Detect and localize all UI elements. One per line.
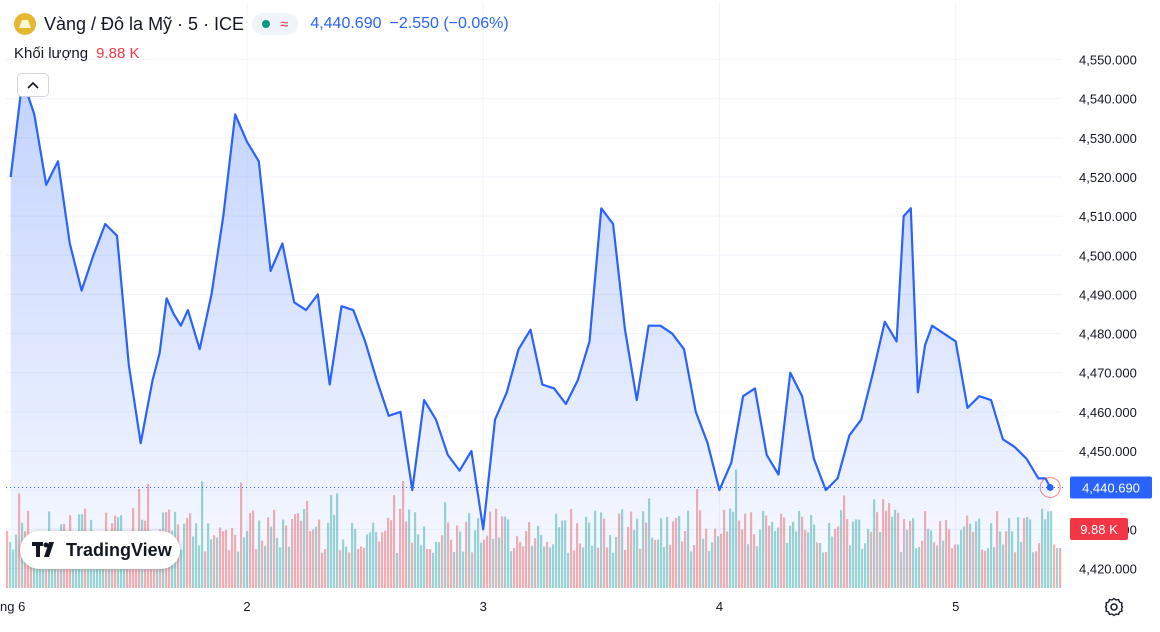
tradingview-logo-text: TradingView [66, 539, 172, 560]
y-tick-label: 4,470.000 [1079, 366, 1137, 381]
y-tick-label: 4,490.000 [1079, 287, 1137, 302]
y-tick-label: 4,550.000 [1079, 53, 1137, 68]
last-price-tag-label: 4,440.690 [1082, 480, 1140, 495]
volume-bar [1056, 548, 1059, 588]
volume-bar [9, 542, 12, 588]
last-price: 4,440.690 [310, 15, 382, 32]
volume-tag [1070, 518, 1128, 540]
y-tick-label: 4,480.000 [1079, 327, 1137, 342]
last-price-tag [1070, 476, 1152, 499]
volume-bar [1050, 510, 1053, 588]
x-tick-label: 5 [952, 599, 959, 614]
volume-value: 9.88 K [96, 45, 140, 62]
volume-tag-label: 9.88 K [1080, 522, 1118, 537]
y-tick-label: 4,540.000 [1079, 92, 1137, 107]
symbol-title[interactable]: Vàng / Đô la Mỹ · 5 · ICE [44, 13, 245, 34]
volume-legend: Khối lượng 9.88 K [14, 45, 139, 62]
status-pill[interactable]: ≈ [252, 13, 299, 35]
last-price-dot[interactable] [1046, 483, 1054, 491]
tradingview-logo-icon [32, 542, 54, 557]
x-tick-label: 3 [480, 599, 487, 614]
delayed-wave-icon: ≈ [280, 15, 289, 33]
y-tick-label: 4,450.000 [1079, 444, 1137, 459]
volume-bar [6, 530, 9, 588]
volume-bar [1053, 544, 1056, 588]
tradingview-logo[interactable]: TradingView [20, 531, 180, 569]
x-tick-label: ng 6 [0, 599, 25, 614]
y-tick-label: 4,530.000 [1079, 131, 1137, 146]
y-tick-label: 4,510.000 [1079, 209, 1137, 224]
y-tick-label: 4,420.000 [1079, 561, 1137, 576]
market-open-dot-icon [262, 20, 271, 28]
price-line[interactable] [9, 78, 1052, 531]
y-tick-label: 4,460.000 [1079, 405, 1137, 420]
y-tick-label: 4,500.000 [1079, 248, 1137, 263]
price-change: −2.550 (−0.06%) [389, 15, 509, 32]
chevron-up-icon [27, 81, 39, 89]
settings-icon[interactable] [1103, 596, 1125, 618]
volume-label: Khối lượng [14, 45, 89, 62]
y-tick-label: 4,520.000 [1079, 170, 1137, 185]
last-price-ring [1039, 476, 1061, 498]
x-tick-label: 4 [716, 599, 723, 614]
volume-bar [1059, 548, 1062, 588]
gold-bars-icon [14, 13, 36, 35]
chart-header: Vàng / Đô la Mỹ · 5 · ICE ≈ 4,440.690 −2… [14, 10, 509, 38]
x-tick-label: 2 [243, 599, 250, 614]
collapse-legend-button[interactable] [17, 73, 49, 97]
